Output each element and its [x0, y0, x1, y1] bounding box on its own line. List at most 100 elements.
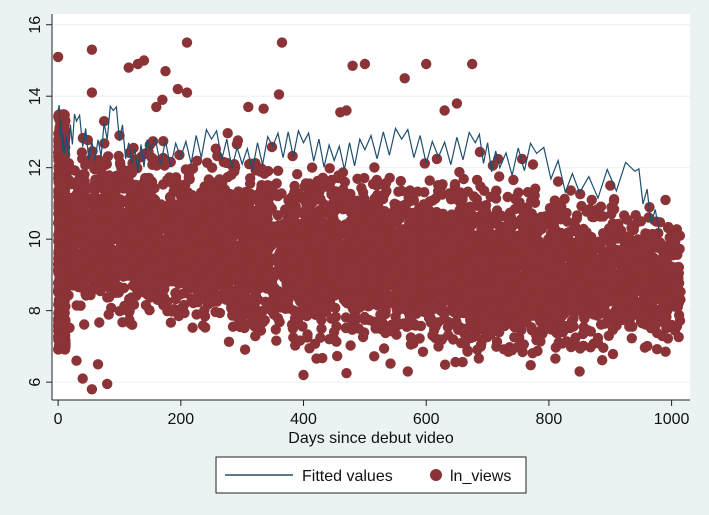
data-point: [468, 191, 480, 202]
data-point: [582, 325, 594, 336]
data-point: [552, 315, 564, 326]
data-point: [98, 160, 110, 171]
data-point: [121, 196, 132, 207]
data-point: [420, 289, 432, 300]
data-point: [227, 321, 239, 332]
data-point: [471, 200, 482, 211]
data-point: [430, 321, 441, 332]
data-point: [257, 180, 269, 191]
data-point: [266, 255, 277, 266]
data-point: [608, 278, 620, 290]
data-point: [165, 192, 176, 204]
data-point: [308, 229, 319, 240]
data-point: [412, 186, 423, 197]
data-point: [297, 321, 308, 332]
data-point: [417, 346, 429, 357]
data-point: [272, 165, 284, 176]
data-point: [404, 209, 415, 220]
data-point: [454, 166, 465, 178]
data-point: [223, 336, 235, 347]
data-point: [280, 258, 291, 269]
data-point: [331, 336, 342, 347]
data-point: [358, 298, 369, 309]
data-point: [328, 238, 340, 249]
data-point: [240, 273, 251, 285]
data-point: [522, 299, 533, 311]
data-point: [232, 312, 244, 324]
data-point: [440, 281, 451, 292]
data-point: [270, 324, 281, 335]
data-point: [479, 185, 490, 196]
data-point: [446, 215, 458, 226]
data-point: [395, 175, 406, 187]
data-point: [366, 262, 378, 274]
data-point: [627, 321, 638, 332]
data-point: [448, 334, 459, 345]
data-point: [552, 176, 564, 187]
data-point: [272, 210, 284, 221]
data-point: [531, 335, 542, 346]
data-point: [539, 293, 550, 304]
data-point: [197, 285, 208, 296]
data-point: [357, 331, 369, 343]
data-point: [516, 153, 528, 165]
data-point: [232, 135, 244, 146]
data-point: [314, 181, 326, 192]
data-point: [253, 188, 265, 199]
data-point: [549, 241, 561, 252]
data-point: [404, 196, 416, 207]
data-point: [586, 231, 597, 243]
data-point: [578, 223, 589, 235]
data-point: [114, 305, 125, 317]
data-point: [371, 297, 382, 308]
data-point: [250, 295, 262, 306]
data-point: [214, 174, 225, 185]
data-point: [150, 226, 161, 237]
data-point: [413, 300, 425, 311]
data-point: [299, 217, 310, 228]
data-point: [78, 277, 89, 288]
data-point: [209, 248, 221, 259]
data-point: [671, 229, 682, 241]
data-point: [183, 171, 195, 183]
data-point: [304, 294, 316, 305]
data-point: [496, 210, 507, 222]
data-point: [560, 271, 571, 282]
data-point: [373, 202, 384, 213]
data-point: [239, 344, 251, 355]
data-point: [518, 227, 530, 239]
data-point: [369, 162, 380, 173]
data-point: [345, 340, 356, 351]
data-point: [562, 227, 573, 239]
data-point: [86, 271, 98, 282]
data-point: [94, 317, 105, 328]
data-point: [609, 222, 620, 233]
data-point: [552, 205, 563, 216]
data-point: [451, 320, 462, 331]
data-point: [645, 292, 656, 303]
data-point: [331, 321, 342, 332]
data-point: [102, 292, 113, 303]
data-point: [225, 284, 236, 295]
data-point: [140, 300, 152, 311]
data-point: [136, 247, 148, 258]
data-point: [244, 178, 256, 189]
data-point: [665, 261, 677, 272]
data-point: [391, 303, 402, 314]
data-point: [384, 172, 395, 184]
data-point: [431, 153, 443, 165]
data-point: [312, 307, 323, 319]
data-point: [481, 222, 493, 233]
data-point: [569, 220, 581, 231]
data-point: [660, 346, 671, 357]
data-point: [621, 214, 633, 225]
data-point: [623, 232, 634, 243]
data-point: [369, 351, 380, 362]
data-point: [290, 307, 301, 318]
data-point: [437, 179, 448, 190]
data-point: [228, 205, 240, 217]
data-point: [557, 262, 569, 273]
data-point: [214, 307, 226, 319]
data-point: [589, 283, 600, 295]
data-point: [527, 348, 538, 359]
